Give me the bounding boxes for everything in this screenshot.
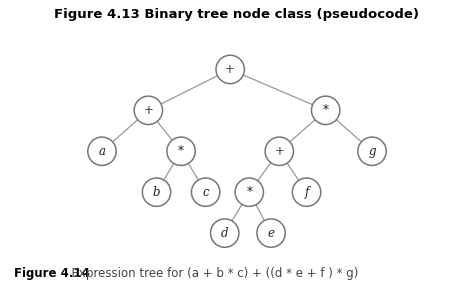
Text: Expression tree for (a + b * c) + ((d * e + f ) * g): Expression tree for (a + b * c) + ((d * … — [64, 267, 358, 280]
Text: a: a — [99, 145, 106, 158]
Circle shape — [88, 137, 116, 166]
Text: +: + — [274, 145, 284, 158]
Circle shape — [142, 178, 171, 206]
Circle shape — [191, 178, 220, 206]
Circle shape — [358, 137, 386, 166]
Circle shape — [257, 219, 285, 247]
Text: Figure 4.13 Binary tree node class (pseudocode): Figure 4.13 Binary tree node class (pseu… — [55, 8, 419, 22]
Text: *: * — [246, 186, 252, 199]
Circle shape — [235, 178, 264, 206]
Text: g: g — [368, 145, 376, 158]
Circle shape — [265, 137, 293, 166]
Text: Figure 4.14: Figure 4.14 — [14, 267, 90, 280]
Text: b: b — [153, 186, 160, 199]
Text: +: + — [144, 104, 153, 117]
Circle shape — [216, 55, 245, 83]
Circle shape — [167, 137, 195, 166]
Text: c: c — [202, 186, 209, 199]
Text: *: * — [178, 145, 184, 158]
Text: f: f — [304, 186, 309, 199]
Circle shape — [134, 96, 163, 125]
Text: +: + — [225, 63, 235, 76]
Text: e: e — [268, 227, 274, 240]
Text: *: * — [323, 104, 328, 117]
Circle shape — [292, 178, 321, 206]
Circle shape — [311, 96, 340, 125]
Circle shape — [210, 219, 239, 247]
Text: d: d — [221, 227, 228, 240]
